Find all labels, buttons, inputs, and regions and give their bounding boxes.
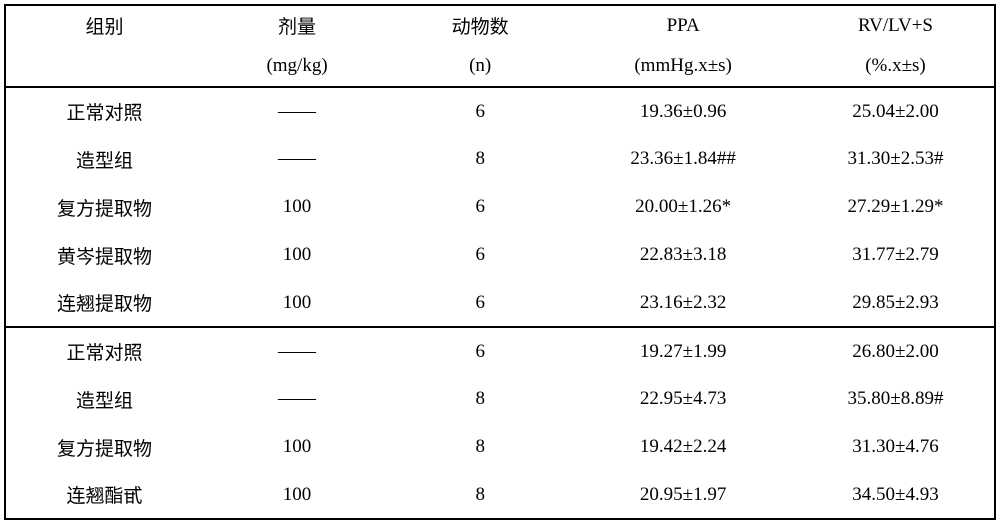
cell-ppa: 23.16±2.32	[569, 279, 797, 327]
table-row: 复方提取物 100 8 19.42±2.24 31.30±4.76	[5, 423, 995, 471]
cell-group: 造型组	[5, 135, 203, 183]
table-row: 正常对照 —— 6 19.27±1.99 26.80±2.00	[5, 327, 995, 375]
cell-dose: 100	[203, 279, 391, 327]
cell-group: 连翘酯甙	[5, 471, 203, 519]
cell-rvlvs: 27.29±1.29*	[797, 183, 995, 231]
table-row: 连翘酯甙 100 8 20.95±1.97 34.50±4.93	[5, 471, 995, 519]
cell-group: 复方提取物	[5, 183, 203, 231]
cell-group: 造型组	[5, 375, 203, 423]
header-n: 动物数	[391, 5, 569, 45]
cell-rvlvs: 31.30±4.76	[797, 423, 995, 471]
header-group: 组别	[5, 5, 203, 45]
cell-dose: ——	[203, 135, 391, 183]
cell-ppa: 22.95±4.73	[569, 375, 797, 423]
cell-dose: ——	[203, 327, 391, 375]
subheader-dose: (mg/kg)	[203, 45, 391, 87]
table-row: 黄岑提取物 100 6 22.83±3.18 31.77±2.79	[5, 231, 995, 279]
subheader-ppa: (mmHg.x±s)	[569, 45, 797, 87]
cell-n: 8	[391, 375, 569, 423]
cell-dose: 100	[203, 183, 391, 231]
cell-n: 6	[391, 279, 569, 327]
cell-ppa: 19.42±2.24	[569, 423, 797, 471]
cell-rvlvs: 31.77±2.79	[797, 231, 995, 279]
cell-n: 6	[391, 327, 569, 375]
cell-n: 8	[391, 135, 569, 183]
cell-dose: ——	[203, 375, 391, 423]
header-rvlvs: RV/LV+S	[797, 5, 995, 45]
cell-rvlvs: 29.85±2.93	[797, 279, 995, 327]
header-ppa: PPA	[569, 5, 797, 45]
cell-dose: 100	[203, 231, 391, 279]
header-row-2: (mg/kg) (n) (mmHg.x±s) (%.x±s)	[5, 45, 995, 87]
cell-n: 6	[391, 231, 569, 279]
cell-ppa: 20.00±1.26*	[569, 183, 797, 231]
cell-n: 6	[391, 87, 569, 135]
cell-group: 正常对照	[5, 327, 203, 375]
cell-ppa: 19.36±0.96	[569, 87, 797, 135]
cell-group: 正常对照	[5, 87, 203, 135]
table-row: 复方提取物 100 6 20.00±1.26* 27.29±1.29*	[5, 183, 995, 231]
table-row: 造型组 —— 8 23.36±1.84## 31.30±2.53#	[5, 135, 995, 183]
cell-rvlvs: 25.04±2.00	[797, 87, 995, 135]
cell-n: 6	[391, 183, 569, 231]
cell-n: 8	[391, 471, 569, 519]
cell-dose: 100	[203, 471, 391, 519]
table-row: 正常对照 —— 6 19.36±0.96 25.04±2.00	[5, 87, 995, 135]
data-table: 组别 剂量 动物数 PPA RV/LV+S (mg/kg) (n) (mmHg.…	[4, 4, 996, 520]
cell-rvlvs: 26.80±2.00	[797, 327, 995, 375]
table-row: 连翘提取物 100 6 23.16±2.32 29.85±2.93	[5, 279, 995, 327]
cell-group: 复方提取物	[5, 423, 203, 471]
cell-ppa: 22.83±3.18	[569, 231, 797, 279]
cell-ppa: 20.95±1.97	[569, 471, 797, 519]
cell-ppa: 23.36±1.84##	[569, 135, 797, 183]
header-dose: 剂量	[203, 5, 391, 45]
table-row: 造型组 —— 8 22.95±4.73 35.80±8.89#	[5, 375, 995, 423]
cell-rvlvs: 34.50±4.93	[797, 471, 995, 519]
cell-rvlvs: 31.30±2.53#	[797, 135, 995, 183]
cell-dose: ——	[203, 87, 391, 135]
cell-rvlvs: 35.80±8.89#	[797, 375, 995, 423]
subheader-n: (n)	[391, 45, 569, 87]
header-row-1: 组别 剂量 动物数 PPA RV/LV+S	[5, 5, 995, 45]
cell-group: 连翘提取物	[5, 279, 203, 327]
cell-ppa: 19.27±1.99	[569, 327, 797, 375]
subheader-group	[5, 45, 203, 87]
cell-group: 黄岑提取物	[5, 231, 203, 279]
cell-n: 8	[391, 423, 569, 471]
cell-dose: 100	[203, 423, 391, 471]
subheader-rvlvs: (%.x±s)	[797, 45, 995, 87]
